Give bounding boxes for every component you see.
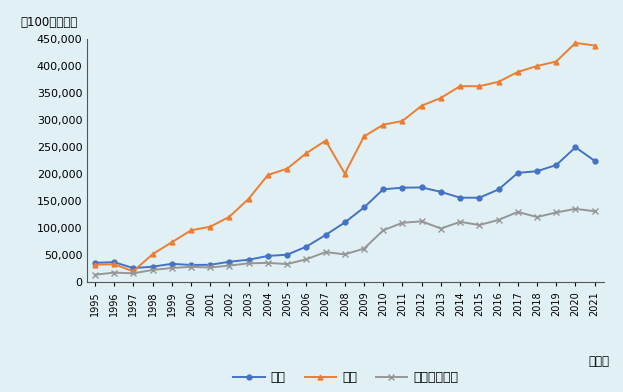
Line: 韓国: 韓国 (92, 40, 597, 274)
タイ (149, 264, 156, 269)
韓国 (591, 43, 599, 48)
タイ (130, 266, 137, 270)
インドネシア (360, 246, 368, 251)
タイ (303, 244, 310, 249)
韓国 (149, 252, 156, 256)
韓国 (226, 214, 233, 219)
インドネシア (110, 270, 118, 275)
インドネシア (437, 226, 445, 231)
インドネシア (418, 219, 426, 224)
タイ (533, 169, 541, 174)
タイ (572, 145, 579, 150)
インドネシア (591, 209, 599, 214)
タイ (283, 252, 291, 257)
タイ (437, 189, 445, 194)
インドネシア (533, 215, 541, 220)
Text: （100万ドル）: （100万ドル） (20, 16, 77, 29)
韓国 (495, 80, 502, 84)
韓国 (553, 59, 560, 64)
韓国 (457, 84, 464, 89)
Text: （年）: （年） (589, 355, 609, 368)
韓国 (110, 262, 118, 267)
インドネシア (226, 263, 233, 268)
韓国 (91, 262, 98, 267)
韓国 (379, 122, 387, 127)
インドネシア (495, 218, 502, 222)
Line: インドネシア: インドネシア (92, 206, 597, 278)
韓国 (206, 224, 214, 229)
タイ (514, 171, 521, 175)
インドネシア (399, 220, 406, 225)
タイ (188, 263, 195, 267)
韓国 (264, 172, 272, 177)
インドネシア (245, 261, 252, 266)
タイ (418, 185, 426, 190)
韓国 (533, 64, 541, 68)
インドネシア (379, 228, 387, 232)
インドネシア (341, 252, 348, 257)
タイ (110, 260, 118, 265)
タイ (457, 195, 464, 200)
タイ (591, 158, 599, 163)
インドネシア (572, 207, 579, 211)
タイ (379, 187, 387, 192)
タイ (168, 261, 176, 266)
タイ (341, 220, 348, 225)
タイ (322, 232, 330, 237)
タイ (360, 205, 368, 210)
韓国 (341, 171, 348, 176)
インドネシア (283, 262, 291, 267)
インドネシア (514, 210, 521, 214)
韓国 (168, 240, 176, 245)
インドネシア (322, 250, 330, 254)
インドネシア (264, 261, 272, 265)
韓国 (399, 119, 406, 123)
タイ (206, 262, 214, 267)
韓国 (322, 138, 330, 143)
インドネシア (553, 210, 560, 215)
韓国 (572, 41, 579, 45)
韓国 (245, 196, 252, 201)
インドネシア (91, 272, 98, 277)
韓国 (418, 103, 426, 108)
インドネシア (149, 268, 156, 272)
タイ (245, 258, 252, 262)
インドネシア (303, 257, 310, 261)
韓国 (188, 228, 195, 233)
韓国 (283, 166, 291, 171)
Legend: タイ, 韓国, インドネシア: タイ, 韓国, インドネシア (228, 366, 464, 389)
タイ (264, 254, 272, 258)
インドネシア (206, 265, 214, 270)
タイ (91, 260, 98, 265)
インドネシア (130, 271, 137, 276)
韓国 (130, 269, 137, 274)
タイ (553, 163, 560, 167)
韓国 (475, 84, 483, 89)
Line: タイ: タイ (92, 145, 597, 270)
インドネシア (475, 223, 483, 227)
インドネシア (457, 220, 464, 224)
韓国 (437, 96, 445, 100)
タイ (475, 195, 483, 200)
タイ (399, 185, 406, 190)
韓国 (303, 151, 310, 156)
インドネシア (188, 265, 195, 269)
タイ (495, 187, 502, 192)
タイ (226, 260, 233, 264)
韓国 (360, 134, 368, 139)
インドネシア (168, 266, 176, 270)
韓国 (514, 70, 521, 74)
